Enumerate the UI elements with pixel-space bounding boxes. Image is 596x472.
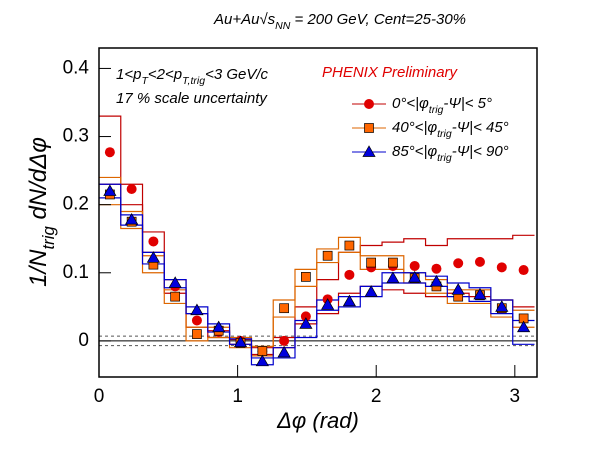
marker [495, 300, 509, 312]
marker [279, 335, 290, 346]
marker [146, 251, 161, 263]
marker [300, 311, 311, 322]
y-axis-label-part: dN/dΔφ [25, 137, 52, 226]
marker [279, 303, 289, 314]
legend-label-part: trig [437, 152, 452, 164]
marker [103, 184, 117, 196]
legend-marker [364, 123, 374, 133]
marker [170, 291, 181, 302]
annotation-part: 1<p [116, 66, 141, 83]
systematic-band [99, 204, 535, 357]
y-axis-label-part: 1/N [25, 249, 52, 287]
marker [408, 270, 422, 283]
chart-title-part: Au+Au [213, 11, 260, 28]
marker [473, 287, 487, 300]
legend-marker [364, 99, 374, 109]
annotation-part: T,trig [182, 75, 205, 87]
marker [125, 212, 139, 225]
marker [257, 346, 268, 356]
marker [386, 271, 400, 284]
legend-label: 85°<|φtrig-Ψ|< 90° [392, 143, 509, 164]
y-tick-label: 0.2 [63, 194, 89, 215]
marker [104, 147, 115, 158]
marker [409, 260, 420, 271]
marker [429, 274, 444, 287]
legend-label-part: 0°<|φ [392, 95, 429, 112]
annotation-part: 17 % scale uncertainty [116, 90, 268, 107]
marker [168, 276, 182, 288]
x-tick-label: 3 [510, 386, 521, 407]
x-axis-label: Δφ (rad) [276, 408, 359, 433]
marker [321, 298, 335, 310]
y-axis-label-part: trig [39, 226, 58, 250]
y-tick-label: 0 [78, 330, 89, 351]
marker [299, 317, 313, 329]
y-tick-label: 0.3 [63, 126, 89, 147]
annotation-part: T [141, 75, 149, 87]
y-axis-label: 1/Ntrig dN/dΔφ [25, 137, 58, 287]
preliminary-label: PHENIX Preliminary [322, 64, 459, 81]
annotation-part: <3 GeV/c [205, 66, 268, 83]
legend-label: 0°<|φtrig-Ψ|< 5° [392, 95, 492, 116]
annotation-part: <2<p [148, 66, 182, 83]
chart-title-part: NN [275, 20, 291, 32]
marker [344, 240, 355, 251]
chart-title: Au+Au√sNN = 200 GeV, Cent=25-30% [213, 11, 466, 32]
legend-label-part: trig [437, 128, 452, 140]
plot-frame [98, 47, 538, 378]
chart-title-part: √ [259, 11, 268, 28]
legend-label-part: trig [429, 104, 444, 116]
x-tick-label: 0 [94, 386, 105, 407]
marker [212, 320, 226, 333]
legend-label-part: 85°<|φ [392, 143, 437, 160]
x-tick-label: 2 [371, 386, 382, 407]
marker [364, 285, 378, 297]
marker [190, 303, 204, 316]
y-tick-label: 0.4 [63, 57, 90, 78]
marker [301, 272, 311, 282]
annotation: 1<pT<2<pT,trig<3 GeV/c [116, 66, 269, 87]
marker [517, 320, 531, 333]
legend-label-part: -Ψ|< 45° [452, 119, 509, 136]
marker [518, 265, 529, 276]
marker [191, 315, 202, 326]
marker [126, 184, 137, 194]
marker [342, 294, 356, 307]
x-axis-label-part: Δφ (rad) [276, 408, 359, 433]
chart-title-part: s [268, 11, 276, 28]
marker [453, 258, 464, 269]
marker [496, 262, 507, 273]
marker [474, 256, 485, 267]
legend-marker [362, 145, 376, 157]
annotation: 17 % scale uncertainty [116, 90, 268, 107]
marker [366, 257, 377, 268]
marker [388, 257, 398, 268]
marker [233, 335, 248, 348]
marker [255, 354, 269, 367]
x-tick-label: 1 [232, 386, 243, 407]
legend-label: 40°<|φtrig-Ψ|< 45° [392, 119, 509, 140]
marker [192, 329, 202, 339]
marker [431, 263, 442, 274]
marker [148, 236, 159, 247]
marker [344, 269, 355, 280]
marker [451, 283, 465, 295]
marker [277, 345, 291, 358]
chart-title-part: = 200 GeV, Cent=25-30% [290, 11, 466, 28]
marker [322, 250, 333, 261]
y-tick-label: 0.1 [63, 262, 89, 283]
legend-label-part: -Ψ|< 5° [443, 95, 492, 112]
legend-label-part: -Ψ|< 90° [452, 143, 509, 160]
legend-label-part: 40°<|φ [392, 119, 437, 136]
